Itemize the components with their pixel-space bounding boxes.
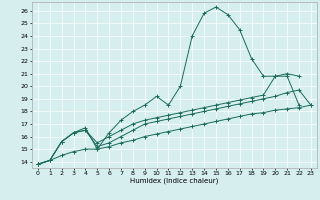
- X-axis label: Humidex (Indice chaleur): Humidex (Indice chaleur): [130, 178, 219, 184]
